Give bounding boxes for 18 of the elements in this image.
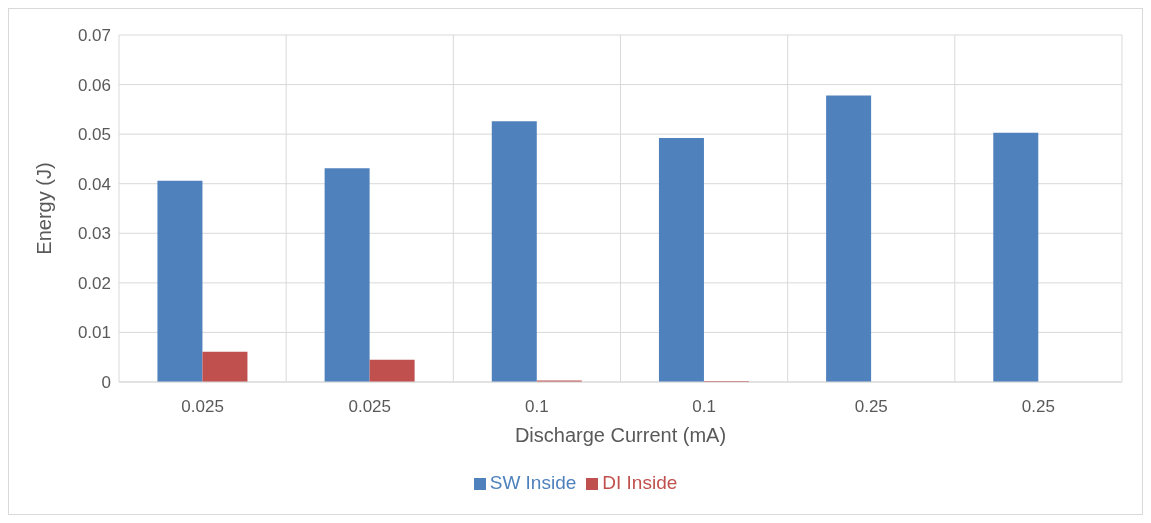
y-tick-label: 0.01 bbox=[77, 323, 111, 343]
x-tick-label: 0.1 bbox=[692, 397, 716, 417]
x-tick-label: 0.25 bbox=[1021, 397, 1055, 417]
y-tick-label: 0.07 bbox=[77, 26, 111, 46]
y-tick-label: 0.03 bbox=[77, 224, 111, 244]
y-tick-label: 0 bbox=[101, 373, 111, 393]
y-tick-label: 0.06 bbox=[77, 75, 111, 95]
y-tick-label: 0.05 bbox=[77, 125, 111, 145]
x-tick-label: 0.25 bbox=[854, 397, 888, 417]
y-axis-title: Energy (J) bbox=[33, 162, 56, 255]
x-tick-label: 0.025 bbox=[181, 397, 224, 417]
legend-label: SW Inside bbox=[489, 472, 577, 493]
x-tick-label: 0.1 bbox=[525, 397, 549, 417]
x-axis-title: Discharge Current (mA) bbox=[514, 424, 727, 446]
x-tick-label: 0.025 bbox=[348, 397, 392, 417]
y-tick-label: 0.02 bbox=[77, 273, 111, 293]
legend-label: DI Inside bbox=[602, 472, 678, 493]
y-tick-label: 0.04 bbox=[77, 174, 111, 194]
